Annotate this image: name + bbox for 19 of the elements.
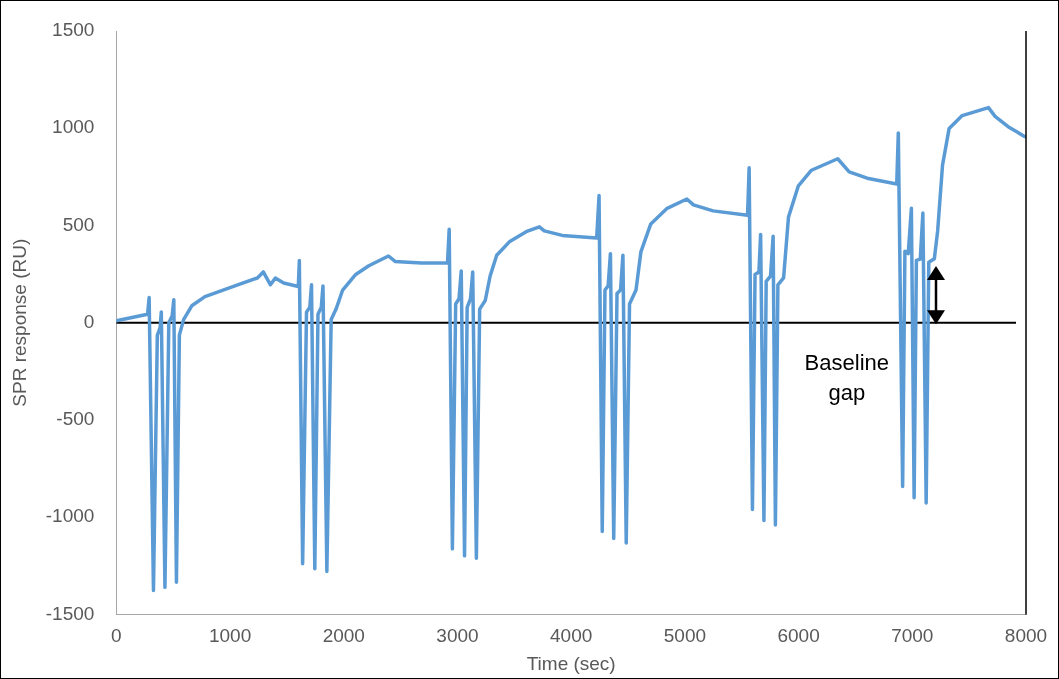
y-axis-title: SPR response (RU) — [8, 238, 30, 407]
annotation: Baseline gap — [804, 349, 889, 405]
y-tick-label: -1500 — [45, 602, 95, 624]
y-tick-label: 0 — [83, 310, 95, 332]
x-tick-label: 6000 — [777, 625, 820, 647]
x-tick-label: 5000 — [663, 625, 707, 647]
x-tick-label: 8000 — [1004, 625, 1048, 647]
y-tick-label: 1500 — [52, 19, 95, 41]
x-tick-label: 7000 — [891, 625, 934, 647]
x-axis-title: Time (sec) — [526, 652, 616, 674]
x-tick-label: 1000 — [208, 625, 252, 647]
x-tick-label: 2000 — [322, 625, 365, 647]
y-tick-label: -500 — [56, 408, 95, 430]
y-tick-label: -1000 — [45, 505, 95, 527]
x-tick-label: 3000 — [436, 625, 479, 647]
y-tick-label: 500 — [62, 213, 95, 235]
x-tick-label: 0 — [111, 625, 122, 647]
x-tick-label: 4000 — [550, 625, 593, 647]
y-tick-label: 1000 — [52, 116, 95, 138]
